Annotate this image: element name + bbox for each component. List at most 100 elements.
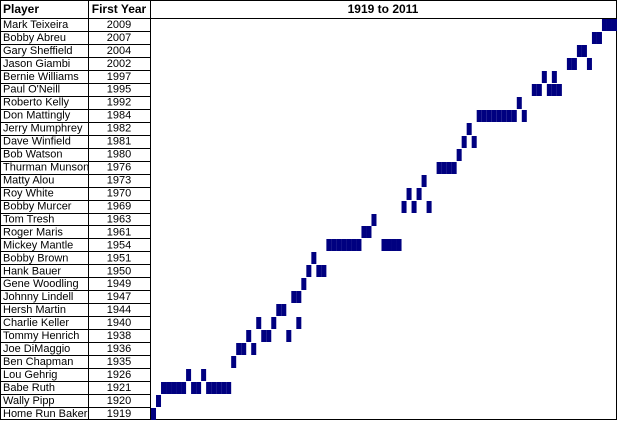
year-block [421, 175, 427, 187]
year-block [181, 382, 187, 394]
player-name: Mickey Mantle [3, 239, 73, 251]
year-block [161, 382, 167, 394]
year-block [481, 110, 487, 122]
first-year: 1963 [107, 213, 131, 225]
first-year: 1997 [107, 71, 131, 83]
year-block [556, 84, 562, 96]
year-block [496, 110, 502, 122]
player-name: Thurman Munson [3, 162, 89, 174]
player-name: Jason Giambi [3, 58, 70, 70]
first-year: 1926 [107, 369, 131, 381]
year-block [236, 343, 242, 355]
year-block [551, 71, 557, 83]
player-name: Jerry Mumphrey [3, 123, 83, 135]
player-name: Ben Chapman [3, 356, 73, 368]
first-year: 1961 [107, 226, 131, 238]
year-block [176, 382, 182, 394]
year-block [191, 382, 197, 394]
player-name: Tommy Henrich [3, 330, 79, 342]
player-name: Hersh Martin [3, 304, 66, 316]
year-block [426, 201, 432, 213]
first-year: 1949 [107, 278, 131, 290]
year-block [611, 19, 617, 31]
year-block [306, 265, 312, 277]
year-block [171, 382, 177, 394]
year-block [466, 123, 472, 135]
year-block [246, 330, 252, 342]
year-block [271, 317, 277, 329]
first-year: 1919 [107, 408, 131, 420]
year-block [341, 239, 347, 251]
player-name: Bobby Brown [3, 252, 68, 264]
player-name: Home Run Baker [3, 408, 88, 420]
player-name: Mark Teixeira [3, 19, 69, 31]
first-year: 2009 [107, 19, 131, 31]
first-year: 1920 [107, 395, 131, 407]
player-name: Roger Maris [3, 226, 63, 238]
year-block [266, 330, 272, 342]
year-block [381, 239, 387, 251]
year-block [326, 239, 332, 251]
year-block [156, 395, 162, 407]
player-name: Gene Woodling [3, 278, 79, 290]
year-block [286, 330, 292, 342]
first-year: 1935 [107, 356, 131, 368]
year-block [331, 239, 337, 251]
first-year: 1921 [107, 382, 131, 394]
year-block [536, 84, 542, 96]
header-player: Player [3, 2, 39, 16]
player-name: Don Mattingly [3, 110, 71, 122]
year-block [571, 58, 577, 70]
first-year: 1951 [107, 252, 131, 264]
first-year: 1982 [107, 123, 131, 135]
year-block [206, 382, 212, 394]
year-block [221, 382, 227, 394]
year-block [476, 110, 482, 122]
year-block [261, 330, 267, 342]
year-block [511, 110, 517, 122]
year-block [196, 382, 202, 394]
year-block [401, 201, 407, 213]
first-year: 1970 [107, 187, 131, 199]
first-year: 2004 [107, 45, 131, 57]
year-block [211, 382, 217, 394]
year-block [166, 382, 172, 394]
year-block [606, 19, 612, 31]
year-block [291, 291, 297, 303]
year-block [446, 162, 452, 174]
player-name: Roy White [3, 187, 54, 199]
player-name: Charlie Keller [3, 317, 69, 329]
year-block [256, 317, 262, 329]
year-block [601, 19, 607, 31]
year-block [296, 291, 302, 303]
first-year: 1936 [107, 343, 131, 355]
year-block [276, 304, 282, 316]
year-block [551, 84, 557, 96]
year-block [151, 408, 157, 420]
first-year: 1940 [107, 317, 131, 329]
year-block [491, 110, 497, 122]
year-block [201, 369, 207, 381]
year-block [471, 136, 477, 148]
player-name: Johnny Lindell [3, 291, 73, 303]
player-name: Lou Gehrig [3, 369, 57, 381]
year-block [226, 382, 232, 394]
year-block [336, 239, 342, 251]
player-name: Bernie Williams [3, 71, 79, 83]
player-name: Gary Sheffield [3, 45, 73, 57]
year-block [586, 58, 592, 70]
year-block [301, 278, 307, 290]
first-year: 2002 [107, 58, 131, 70]
first-year: 1938 [107, 330, 131, 342]
first-year: 1950 [107, 265, 131, 277]
first-year: 1984 [107, 110, 131, 122]
year-block [316, 265, 322, 277]
year-block [576, 45, 582, 57]
player-name: Dave Winfield [3, 136, 71, 148]
year-block [371, 214, 377, 226]
year-block [566, 58, 572, 70]
player-name: Bobby Murcer [3, 200, 72, 212]
year-block [596, 32, 602, 44]
